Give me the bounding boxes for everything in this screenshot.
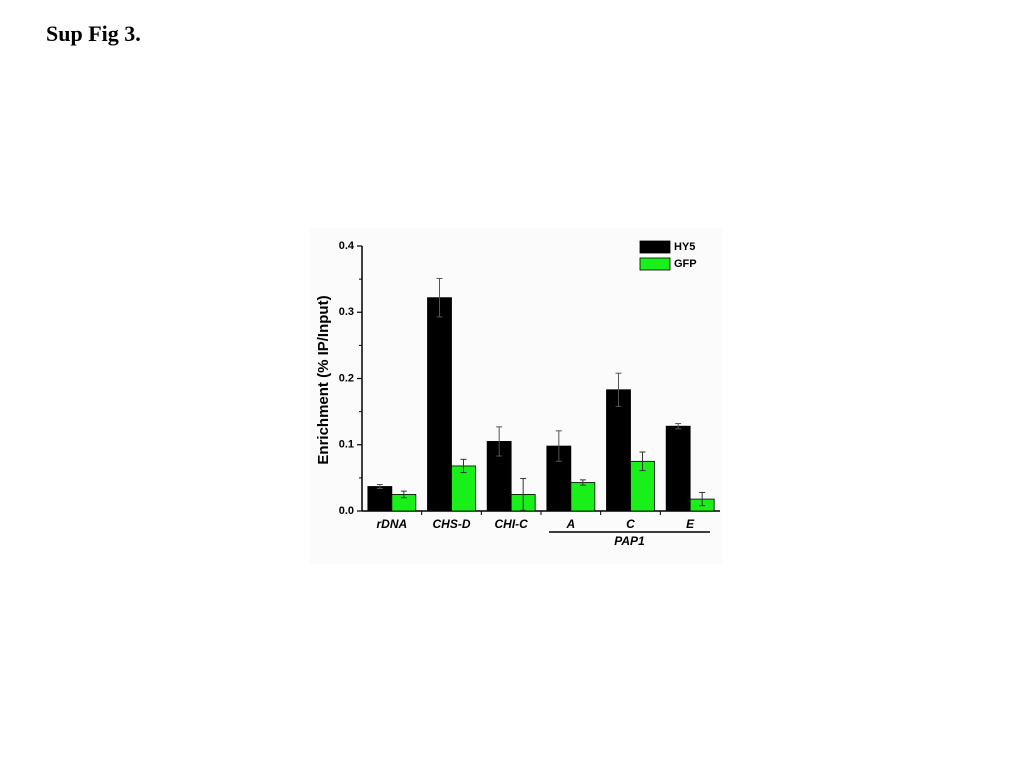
x-tick-label: CHS-D (433, 517, 471, 531)
error-bar (675, 423, 682, 430)
legend-label: GFP (674, 258, 697, 270)
error-bar (639, 451, 646, 472)
legend-swatch (639, 257, 671, 271)
error-bar (699, 491, 706, 507)
error-bar (496, 426, 503, 457)
x-tick-label: CHI-C (495, 517, 529, 531)
error-bar (460, 458, 467, 474)
y-axis-label: Enrichment (% IP/Input) (315, 295, 332, 464)
error-bar (436, 277, 443, 318)
error-bar (579, 479, 586, 486)
y-tick-label: 0.0 (339, 505, 354, 517)
bar (665, 425, 691, 512)
bar (570, 482, 596, 512)
error-bar (555, 430, 562, 462)
bar (367, 486, 393, 512)
error-bar (615, 372, 622, 407)
error-bar (400, 490, 407, 499)
error-bar (376, 484, 383, 489)
x-tick-label: rDNA (376, 517, 407, 531)
y-tick-label: 0.4 (339, 240, 355, 252)
group-label: PAP1 (614, 534, 645, 548)
x-tick-label: E (686, 517, 695, 531)
error-bar (520, 478, 527, 511)
y-tick-label: 0.1 (339, 439, 354, 451)
bar (427, 297, 452, 512)
legend-label: HY5 (674, 241, 695, 253)
y-tick-label: 0.2 (339, 372, 354, 384)
bar (606, 389, 631, 512)
x-tick-label: A (565, 517, 575, 531)
legend-swatch (639, 240, 671, 254)
slide-title: Sup Fig 3. (46, 21, 141, 46)
x-tick-label: C (626, 517, 635, 531)
y-tick-label: 0.3 (339, 306, 354, 318)
